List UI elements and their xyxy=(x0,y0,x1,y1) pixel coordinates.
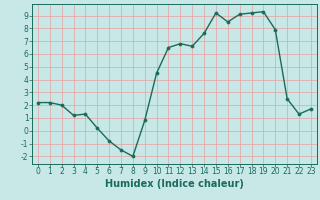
X-axis label: Humidex (Indice chaleur): Humidex (Indice chaleur) xyxy=(105,179,244,189)
